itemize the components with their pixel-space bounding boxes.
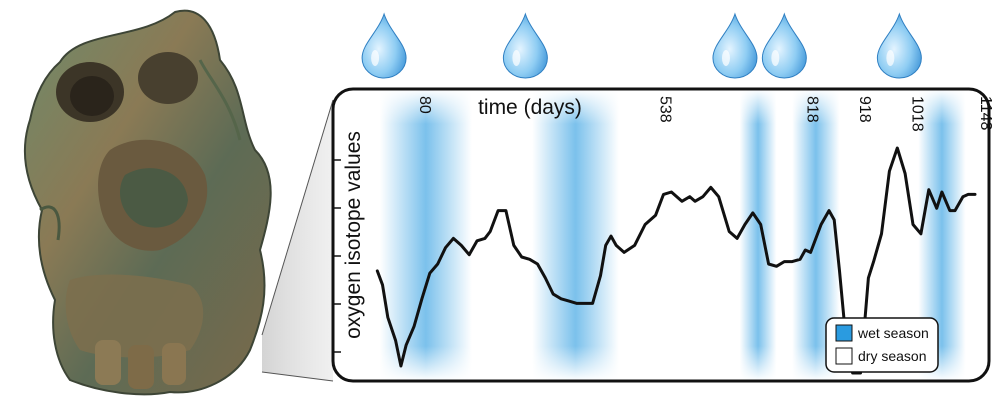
legend-box <box>825 317 939 373</box>
rain-drops <box>361 12 922 79</box>
chart-box-border <box>331 87 991 383</box>
legend-wet-label: wet season <box>857 325 929 341</box>
wet-season-band <box>739 89 777 381</box>
legend-dry-label: dry season <box>858 348 926 364</box>
water-drop-highlight <box>371 50 380 66</box>
x-axis-title: time (days) <box>478 96 582 119</box>
water-drop-icon <box>502 12 548 79</box>
x-tick-label: 80 <box>416 96 433 114</box>
water-drop-icon <box>876 12 922 79</box>
y-axis-title: oxygen isotope values <box>342 131 365 339</box>
water-drop-highlight <box>721 50 730 66</box>
tick-labels: 80 538 818 918 1018 1148 <box>416 96 994 132</box>
legend: wet season dry season <box>825 317 939 373</box>
water-drop-highlight <box>771 50 780 66</box>
water-drop-icon <box>361 12 407 79</box>
x-tick-label: 918 <box>856 96 873 123</box>
x-tick-label: 1148 <box>977 96 994 131</box>
water-drop-highlight <box>512 50 521 66</box>
x-tick-label: 1018 <box>909 96 926 132</box>
legend-wet-swatch <box>835 324 853 342</box>
water-drop-highlight <box>886 50 895 66</box>
wet-season-band <box>532 89 619 381</box>
zoom-wedge <box>262 100 333 381</box>
water-drop-icon <box>712 12 758 79</box>
x-tick-label: 818 <box>804 96 821 123</box>
x-tick-label: 538 <box>657 96 674 123</box>
legend-dry-swatch <box>835 347 853 365</box>
isotope-series-line <box>375 146 977 375</box>
zoom-wedge-edge-top <box>261 99 334 336</box>
water-drop-icon <box>761 12 807 79</box>
fossil-skull-image <box>23 9 272 396</box>
zoom-wedge-edge-bottom <box>261 371 334 382</box>
